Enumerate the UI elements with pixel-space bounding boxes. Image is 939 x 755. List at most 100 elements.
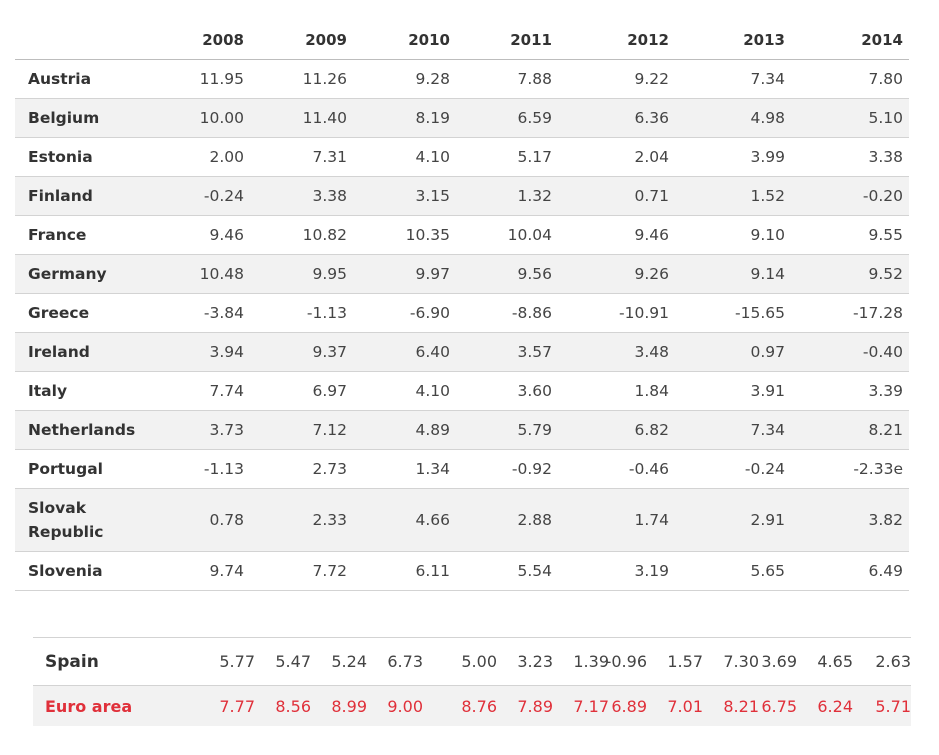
value-cell: 5.77 bbox=[219, 652, 255, 671]
value-cell: 2.00 bbox=[209, 148, 244, 166]
value-cell: 6.82 bbox=[634, 421, 669, 439]
country-name: France bbox=[28, 226, 87, 244]
value-cell: 8.21 bbox=[723, 696, 759, 716]
value-cell: 10.35 bbox=[405, 226, 450, 244]
table-row: Slovenia 9.74 7.72 6.11 5.54 3.19 5.65 6.49 bbox=[15, 552, 909, 591]
country-name: Belgium bbox=[28, 109, 100, 127]
table-row: France 9.46 10.82 10.35 10.04 9.46 9.10 9.55 bbox=[15, 216, 909, 255]
row-label-euro-area: Euro area bbox=[45, 696, 133, 716]
value-cell: 1.84 bbox=[634, 382, 669, 400]
value-cell: 8.21 bbox=[868, 421, 903, 439]
value-cell: 5.71 bbox=[875, 696, 911, 716]
value-cell: 7.77 bbox=[219, 696, 255, 716]
table-row: Estonia 2.00 7.31 4.10 5.17 2.04 3.99 3.38 bbox=[15, 138, 909, 177]
value-cell: 4.89 bbox=[415, 421, 450, 439]
value-cell: -17.28 bbox=[853, 304, 903, 322]
country-name: Slovenia bbox=[28, 562, 103, 580]
country-name: Italy bbox=[28, 382, 68, 400]
value-cell: 2.04 bbox=[634, 148, 669, 166]
value-cell: -0.92 bbox=[511, 460, 552, 478]
value-cell: 5.47 bbox=[275, 652, 311, 671]
value-cell: 6.75 bbox=[761, 696, 797, 716]
value-cell: -0.20 bbox=[862, 187, 903, 205]
value-cell: 5.24 bbox=[331, 652, 367, 671]
table-row: Slovak Republic 0.78 2.33 4.66 2.88 1.74 2.91 3… bbox=[15, 489, 909, 552]
value-cell: -1.13 bbox=[203, 460, 244, 478]
value-cell: -0.24 bbox=[203, 187, 244, 205]
value-cell: -3.84 bbox=[203, 304, 244, 322]
value-cell: 8.56 bbox=[275, 696, 311, 716]
value-cell: 10.04 bbox=[507, 226, 552, 244]
country-name: Austria bbox=[28, 70, 92, 88]
value-cell: 3.69 bbox=[761, 652, 797, 671]
value-cell: 7.30 bbox=[723, 652, 759, 671]
value-cell: 6.59 bbox=[517, 109, 552, 127]
year-header: 2008 bbox=[202, 31, 244, 49]
value-cell: 3.19 bbox=[634, 562, 669, 580]
year-header: 2011 bbox=[510, 31, 552, 49]
table-row: Netherlands 3.73 7.12 4.89 5.79 6.82 7.34 8.21 bbox=[15, 411, 909, 450]
value-cell: 6.89 bbox=[611, 696, 647, 716]
value-cell: 7.12 bbox=[312, 421, 347, 439]
table-row: Ireland 3.94 9.37 6.40 3.57 3.48 0.97 -0.40 bbox=[15, 333, 909, 372]
value-cell: 6.36 bbox=[634, 109, 669, 127]
value-cell: 6.11 bbox=[415, 562, 450, 580]
value-cell: 3.23 bbox=[517, 652, 553, 671]
value-cell: 6.73 bbox=[387, 652, 423, 671]
value-cell: 4.98 bbox=[750, 109, 785, 127]
value-cell: 6.40 bbox=[415, 343, 450, 361]
value-cell: 9.26 bbox=[634, 265, 669, 283]
value-cell: 9.00 bbox=[387, 696, 423, 716]
table-row: Portugal -1.13 2.73 1.34 -0.92 -0.46 -0.24 -2.3… bbox=[15, 450, 909, 489]
value-cell: 5.54 bbox=[517, 562, 552, 580]
year-header: 2012 bbox=[627, 31, 669, 49]
value-cell: 7.34 bbox=[750, 70, 785, 88]
value-cell: -15.65 bbox=[735, 304, 785, 322]
year-header: 2014 bbox=[861, 31, 903, 49]
value-cell: 7.88 bbox=[517, 70, 552, 88]
value-cell: 7.01 bbox=[667, 696, 703, 716]
value-cell: -0.46 bbox=[628, 460, 669, 478]
value-cell: -0.24 bbox=[744, 460, 785, 478]
value-cell: 3.60 bbox=[517, 382, 552, 400]
value-cell: 5.00 bbox=[461, 652, 497, 671]
value-cell: 5.10 bbox=[868, 109, 903, 127]
value-cell: 3.91 bbox=[750, 382, 785, 400]
value-cell: 1.32 bbox=[517, 187, 552, 205]
value-cell: 1.57 bbox=[667, 652, 703, 671]
value-cell: 9.97 bbox=[415, 265, 450, 283]
value-cell: 2.33 bbox=[312, 511, 347, 529]
row-label-spain: Spain bbox=[45, 651, 99, 672]
value-cell: 1.34 bbox=[415, 460, 450, 478]
value-cell: 3.57 bbox=[517, 343, 552, 361]
value-cell: 8.99 bbox=[331, 696, 367, 716]
data-table: 2008 2009 2010 2011 2012 2013 2014 Austr… bbox=[15, 22, 909, 591]
value-cell: 10.00 bbox=[199, 109, 244, 127]
value-cell: 2.63 bbox=[875, 652, 911, 671]
table-row: Finland -0.24 3.38 3.15 1.32 0.71 1.52 -0.20 bbox=[15, 177, 909, 216]
value-cell: 1.39 bbox=[573, 652, 609, 671]
bottom-comparison-table: Spain 5.77 5.47 5.24 6.73 5.00 3.23 1.39 -0.96 1… bbox=[33, 637, 911, 726]
value-cell: 9.46 bbox=[634, 226, 669, 244]
table-header: 2008 2009 2010 2011 2012 2013 2014 bbox=[15, 22, 909, 60]
value-cell: 2.73 bbox=[312, 460, 347, 478]
value-cell: 3.82 bbox=[868, 511, 903, 529]
value-cell: 5.65 bbox=[750, 562, 785, 580]
value-cell: 3.99 bbox=[750, 148, 785, 166]
table-row: Germany 10.48 9.95 9.97 9.56 9.26 9.14 9.52 bbox=[15, 255, 909, 294]
value-cell: 7.31 bbox=[312, 148, 347, 166]
value-cell: 11.26 bbox=[302, 70, 347, 88]
value-cell: 9.74 bbox=[209, 562, 244, 580]
value-cell: 9.22 bbox=[634, 70, 669, 88]
value-cell: 6.24 bbox=[817, 696, 853, 716]
value-cell: 9.95 bbox=[312, 265, 347, 283]
value-cell: 9.46 bbox=[209, 226, 244, 244]
value-cell: 4.65 bbox=[817, 652, 853, 671]
country-name: Slovak Republic bbox=[28, 499, 104, 541]
value-cell: 9.14 bbox=[750, 265, 785, 283]
value-cell: 9.37 bbox=[312, 343, 347, 361]
value-cell: -6.90 bbox=[409, 304, 450, 322]
value-cell: 10.82 bbox=[302, 226, 347, 244]
value-cell: 3.94 bbox=[209, 343, 244, 361]
table-row: Belgium 10.00 11.40 8.19 6.59 6.36 4.98 5.10 bbox=[15, 99, 909, 138]
